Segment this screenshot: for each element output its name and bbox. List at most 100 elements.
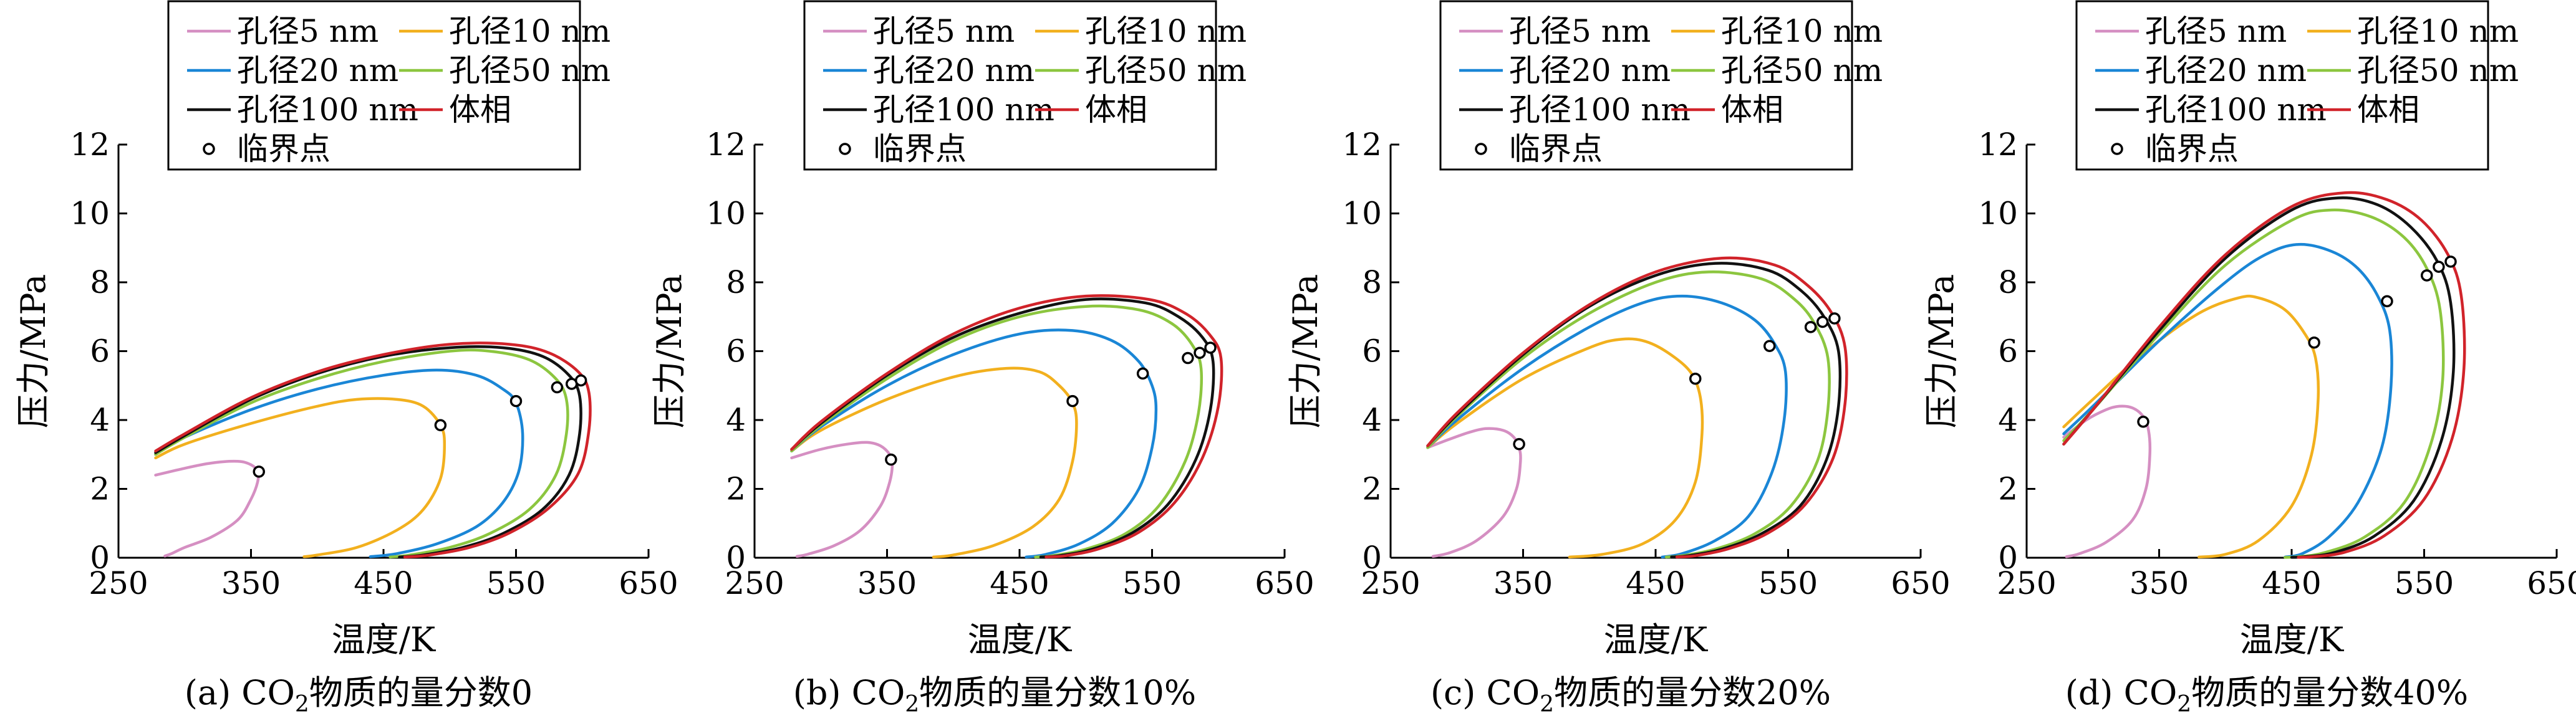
legend-label-critical: 临界点 — [873, 131, 967, 167]
legend-label-20nm: 孔径20 nm — [873, 52, 1035, 88]
chart-panel-d: 250 350 450 550 650 0 2 4 6 8 10 12 温度/K 压力/MPa (d) CO… — [1922, 0, 2576, 717]
critical-point-bulk — [2444, 256, 2457, 268]
critical-point-50nm — [2421, 269, 2433, 282]
legend-label-100nm: 孔径100 nm — [873, 92, 1054, 128]
critical-point-10nm — [1689, 372, 1702, 385]
y-tick-label: 8 — [90, 264, 110, 300]
critical-point-20nm — [1763, 340, 1776, 352]
legend-label-5nm: 孔径5 nm — [873, 13, 1015, 49]
series-line-20nm — [2062, 242, 2393, 559]
y-tick-label: 0 — [90, 540, 110, 576]
y-axis-label: 压力/MPa — [1922, 274, 1961, 429]
series-line-50nm — [1426, 270, 1831, 559]
legend-label-20nm: 孔径20 nm — [237, 52, 398, 88]
critical-point-5nm — [885, 453, 897, 466]
critical-point-50nm — [551, 381, 564, 394]
x-tick-label: 350 — [857, 565, 917, 601]
critical-point-20nm — [1136, 367, 1149, 380]
series-line-5nm — [154, 459, 260, 558]
x-tick-label: 650 — [2527, 565, 2576, 601]
legend-label-10nm: 孔径10 nm — [449, 13, 610, 49]
critical-point-100nm — [2433, 260, 2445, 273]
y-axis-label: 压力/MPa — [14, 274, 53, 429]
series-line-100nm — [790, 297, 1215, 559]
legend-label-50nm: 孔径50 nm — [1085, 52, 1247, 88]
critical-point-50nm — [1182, 351, 1194, 365]
x-axis-label: 温度/K — [2240, 620, 2345, 659]
x-tick-label: 650 — [1891, 565, 1950, 601]
legend-box — [167, 0, 581, 171]
legend-label-5nm: 孔径5 nm — [2145, 13, 2287, 49]
critical-point-10nm — [1066, 394, 1079, 408]
y-tick-label: 12 — [1978, 127, 2018, 163]
critical-point-20nm — [2381, 295, 2393, 308]
y-axis-label: 压力/MPa — [1286, 274, 1325, 429]
legend-label-bulk: 体相 — [1085, 92, 1147, 128]
critical-point-5nm — [253, 466, 265, 478]
chart-panel-a: 250 350 450 550 650 0 2 4 6 8 10 12 温度/K 压力/MPa (a) CO… — [14, 0, 678, 717]
y-tick-label: 0 — [1362, 540, 1382, 576]
series-line-20nm — [790, 328, 1158, 559]
series-line-50nm — [790, 304, 1204, 559]
panel-caption: (a) CO2物质的量分数0 — [185, 673, 533, 717]
legend-label-20nm: 孔径20 nm — [1509, 52, 1671, 88]
series-line-bulk — [790, 294, 1223, 559]
x-tick-label: 550 — [1122, 565, 1182, 601]
critical-point-100nm — [1194, 346, 1206, 360]
x-axis-label: 温度/K — [968, 620, 1073, 659]
critical-point-100nm — [1816, 315, 1829, 328]
legend-label-bulk: 体相 — [2357, 92, 2419, 128]
series-line-5nm — [1426, 427, 1522, 558]
y-tick-label: 0 — [726, 540, 746, 576]
x-tick-label: 450 — [1626, 565, 1685, 601]
x-tick-label: 350 — [1493, 565, 1553, 601]
legend-label-5nm: 孔径5 nm — [237, 13, 379, 49]
series-line-10nm — [1426, 337, 1704, 559]
legend-box — [803, 0, 1217, 171]
y-tick-label: 10 — [1342, 196, 1382, 232]
y-tick-label: 4 — [1362, 402, 1382, 438]
legend-label-5nm: 孔径5 nm — [1509, 13, 1651, 49]
y-tick-label: 8 — [1998, 264, 2018, 300]
legend-label-critical: 临界点 — [237, 131, 330, 167]
legend-marker-critical — [1475, 143, 1487, 155]
series-line-10nm — [2062, 294, 2320, 559]
critical-point-5nm — [1513, 437, 1525, 451]
legend-marker-critical — [203, 143, 215, 155]
series-line-5nm — [790, 441, 894, 558]
y-tick-label: 10 — [1978, 196, 2018, 232]
panel-caption: (c) CO2物质的量分数20% — [1430, 673, 1831, 717]
legend-label-critical: 临界点 — [2145, 131, 2239, 167]
series-line-bulk — [1426, 256, 1848, 559]
x-tick-label: 450 — [2262, 565, 2321, 601]
critical-point-bulk — [574, 374, 587, 387]
y-tick-label: 4 — [1998, 402, 2018, 438]
chart-panel-b: 250 350 450 550 650 0 2 4 6 8 10 12 温度/K 压力/MPa (b) CO… — [650, 0, 1315, 717]
legend-label-bulk: 体相 — [449, 92, 511, 128]
legend-label-50nm: 孔径50 nm — [2357, 52, 2519, 88]
legend-label-50nm: 孔径50 nm — [449, 52, 610, 88]
x-tick-label: 550 — [1758, 565, 1818, 601]
y-tick-label: 8 — [726, 264, 746, 300]
critical-point-bulk — [1828, 312, 1841, 325]
panel-caption: (d) CO2物质的量分数40% — [2065, 673, 2468, 717]
y-tick-label: 2 — [90, 471, 110, 507]
x-tick-label: 350 — [221, 565, 281, 601]
y-tick-label: 4 — [90, 402, 110, 438]
legend-label-10nm: 孔径10 nm — [2357, 13, 2519, 49]
series-line-bulk — [154, 342, 592, 559]
legend-marker-critical — [2111, 143, 2123, 155]
x-tick-label: 250 — [1997, 565, 2056, 601]
y-tick-label: 0 — [1998, 540, 2018, 576]
y-tick-label: 6 — [726, 333, 746, 370]
legend-label-100nm: 孔径100 nm — [2145, 92, 2327, 128]
y-tick-label: 4 — [726, 402, 746, 438]
series-line-bulk — [2062, 191, 2466, 559]
series-line-10nm — [154, 397, 446, 558]
panel-caption: (b) CO2物质的量分数10% — [793, 673, 1196, 717]
y-tick-label: 12 — [706, 127, 746, 163]
x-tick-label: 550 — [2395, 565, 2454, 601]
critical-point-10nm — [434, 419, 447, 432]
